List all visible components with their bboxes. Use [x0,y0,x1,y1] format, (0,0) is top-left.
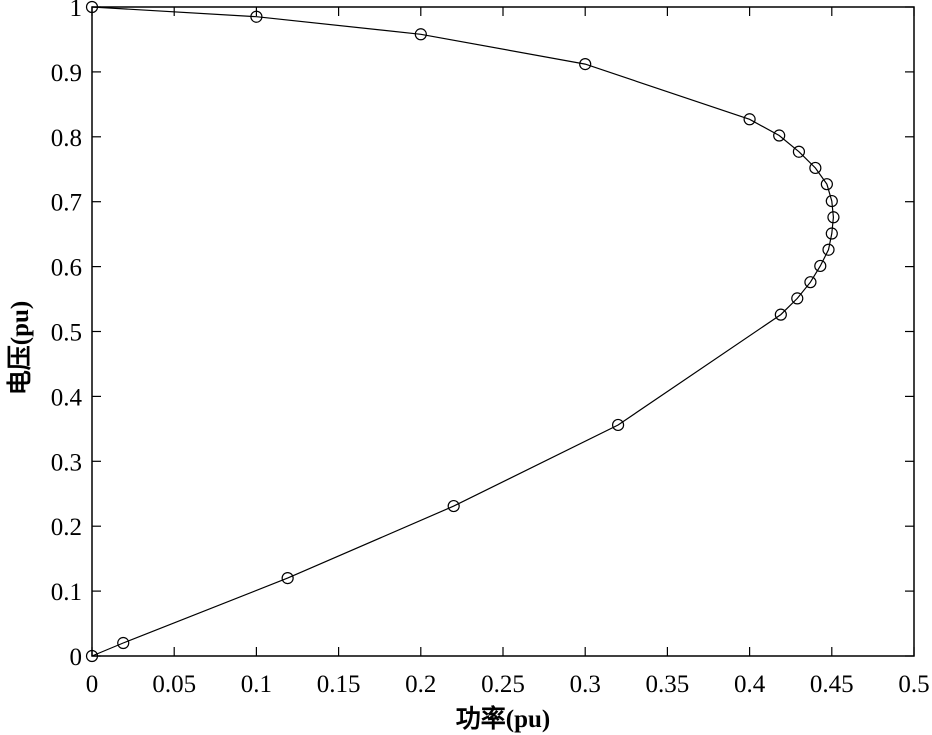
x-tick-label: 0.05 [152,671,196,698]
series-markers [85,0,840,663]
x-tick-label: 0.5 [898,671,929,698]
data-point [774,308,787,321]
y-tick-labels: 0 0.1 0.2 0.3 0.4 0.5 0.6 0.7 0.8 0.9 1 [51,0,83,671]
series-line [91,6,835,657]
axis-ticks [91,6,915,657]
data-point [85,0,99,14]
data-point [611,418,625,432]
data-point [825,194,838,208]
data-point [250,10,263,23]
data-point [743,113,756,126]
data-point [822,243,835,256]
x-tick-label: 0.45 [810,671,854,698]
data-point [85,649,99,663]
data-point [825,227,838,240]
data-point [827,211,840,224]
data-point [814,259,827,273]
y-tick-label: 0.8 [51,125,82,152]
data-point [579,58,592,71]
data-point [281,572,294,585]
y-tick-label: 0.1 [51,579,82,606]
data-point [820,178,833,191]
x-tick-labels: 0 0.05 0.1 0.15 0.2 0.25 0.3 0.35 0.4 0.45 0.5 [86,671,930,698]
y-tick-label: 0.2 [51,514,82,541]
x-tick-label: 0.4 [734,671,766,698]
y-tick-label: 0.7 [51,190,82,217]
x-tick-label: 0 [86,671,99,698]
data-point [791,292,804,305]
y-axis-title: 电压(pu) [6,301,34,395]
x-tick-label: 0.15 [317,671,361,698]
x-tick-label: 0.1 [241,671,272,698]
y-tick-label: 0 [70,644,83,671]
data-point [414,28,427,41]
x-tick-label: 0.3 [570,671,601,698]
plot-area [91,6,915,657]
x-tick-label: 0.2 [405,671,436,698]
data-point [773,129,786,142]
y-tick-label: 0.6 [51,255,82,282]
y-tick-label: 0.9 [51,60,82,87]
x-axis-title: 功率(pu) [456,704,550,733]
data-point [809,161,822,175]
data-point [804,276,817,289]
y-tick-label: 1 [70,0,83,22]
data-point [792,145,806,158]
y-tick-label: 0.3 [51,449,82,476]
data-point [447,499,460,513]
x-tick-label: 0.25 [481,671,525,698]
y-tick-label: 0.5 [51,320,82,347]
y-tick-label: 0.4 [51,384,83,411]
x-tick-label: 0.35 [646,671,690,698]
data-point [117,636,130,650]
